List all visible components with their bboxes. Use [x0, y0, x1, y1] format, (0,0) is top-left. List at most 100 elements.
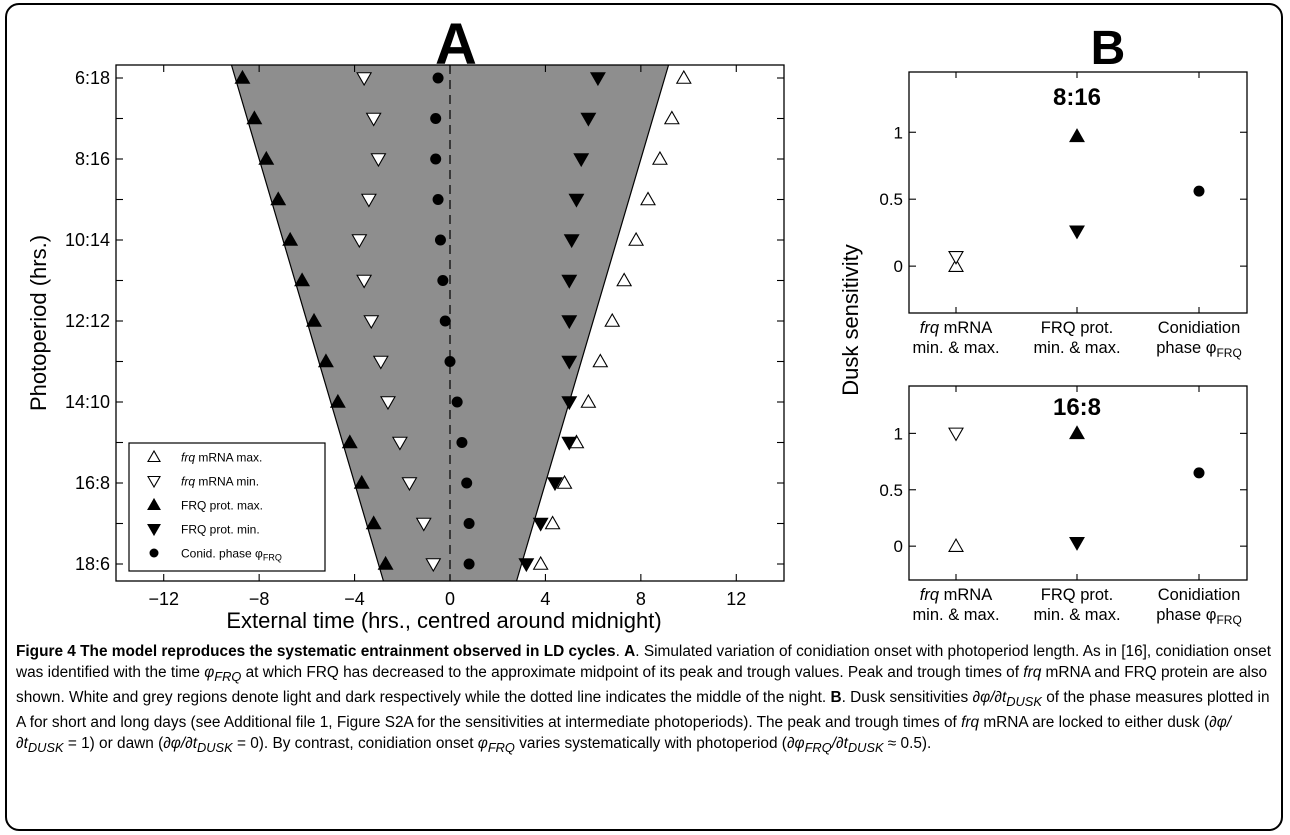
- x-tick-label: −8: [249, 589, 270, 609]
- caption-b-text-5: varies systematically with photoperiod (: [514, 735, 787, 753]
- caption-a-frq: frq: [1023, 664, 1042, 681]
- triangle-down-open-marker: [425, 558, 442, 573]
- caption-a-phi-sub: FRQ: [214, 669, 242, 685]
- legend-triangle-up-filled-marker: [147, 497, 161, 511]
- x-tick-label: 4: [540, 589, 550, 609]
- triangle-down-open-marker: [372, 355, 389, 370]
- panel-b-letter: B: [1091, 22, 1126, 75]
- triangle-up-open-marker: [675, 69, 692, 84]
- triangle-down-filled-marker: [589, 72, 606, 87]
- triangle-down-open-marker: [391, 436, 408, 451]
- caption-b-text-4: = 0). By contrast, conidiation onset: [232, 735, 478, 753]
- caption-b-phi: φ: [477, 735, 488, 753]
- triangle-down-open-marker: [415, 517, 432, 532]
- y-tick-label: 1: [894, 424, 903, 443]
- triangle-down-open-marker: [356, 72, 373, 87]
- figure-4-charts: −12 −8 −4 0 4 8 12 6:18 8:16 10:14 12:12 14:10 16:8 1…: [26, 12, 1248, 633]
- triangle-up-open-marker: [580, 393, 597, 408]
- legend-circle-filled-marker: [149, 548, 159, 558]
- caption-a-text-2: mRNA and FRQ protein are also shown. Whi…: [16, 664, 1268, 707]
- x-category-label-line1: frq mRNA: [920, 586, 992, 604]
- dawn-boundary-line: [515, 64, 670, 582]
- triangle-down-filled-marker: [1069, 225, 1085, 240]
- triangle-up-open-marker: [663, 110, 680, 125]
- triangle-up-filled-marker: [329, 393, 346, 408]
- caption-b-text-0: . Dusk sensitivities: [841, 689, 973, 707]
- caption-b-text-1: of the phase measures plotted in A for s…: [16, 689, 1270, 732]
- triangle-up-open-marker: [556, 474, 573, 489]
- circle-filled-marker: [461, 477, 473, 489]
- legend-box: [128, 442, 326, 572]
- y-tick-label: 10:14: [65, 230, 110, 250]
- x-tick-label: −12: [148, 589, 179, 609]
- x-category-label-line2: min. & max.: [1033, 339, 1120, 357]
- caption-b-frq: frq: [961, 714, 980, 732]
- triangle-down-filled-marker: [561, 315, 578, 330]
- triangle-down-filled-marker: [561, 274, 578, 289]
- triangle-up-filled-marker: [1069, 425, 1085, 440]
- caption-title: The model reproduces the systematic entr…: [80, 643, 616, 660]
- dusk-sensitivity-axis-label: Dusk sensitivity: [838, 244, 863, 396]
- circle-filled-marker: [437, 275, 449, 286]
- legend-label: frq mRNA min.: [181, 475, 259, 489]
- panel-a-letter: A: [435, 12, 477, 77]
- triangle-down-filled-marker: [561, 436, 578, 451]
- triangle-up-open-marker: [628, 231, 645, 246]
- figure-frame: [5, 3, 1283, 831]
- circle-filled-marker: [430, 113, 442, 124]
- triangle-down-filled-marker: [561, 396, 578, 411]
- x-category-label-line2: min. & max.: [912, 606, 999, 624]
- legend-label: FRQ prot. min.: [181, 523, 260, 537]
- x-tick-label: 12: [726, 589, 746, 609]
- panel-b-8-16: 0 0.5 1 frq mRNA min. & max. FRQ prot. min. & …: [838, 22, 1248, 396]
- plot-b-axes-box: [908, 385, 1248, 581]
- y-tick-label: 6:18: [75, 68, 110, 88]
- triangle-up-filled-marker: [353, 474, 370, 489]
- circle-filled-marker: [439, 315, 451, 327]
- x-axis-label: External time (hrs., centred around midn…: [226, 608, 661, 633]
- caption-b-text-6: ≈ 0.5).: [883, 735, 932, 753]
- legend-triangle-down-filled-marker: [147, 523, 161, 537]
- circle-filled-marker: [463, 518, 475, 529]
- triangle-down-filled-marker: [518, 558, 535, 573]
- y-tick-label: 0.5: [879, 481, 903, 500]
- circle-filled-marker: [434, 234, 446, 246]
- y-tick-label: 12:12: [65, 311, 110, 331]
- caption-b-phi-sub: FRQ: [487, 740, 515, 756]
- triangle-up-open-marker: [640, 191, 656, 206]
- triangle-up-filled-marker: [365, 515, 382, 530]
- caption-b-deriv-1-sub: DUSK: [1006, 694, 1042, 710]
- panel-a: −12 −8 −4 0 4 8 12 6:18 8:16 10:14 12:12 14:10 16:8 1…: [26, 12, 785, 633]
- x-category-label-line2: min. & max.: [912, 339, 999, 357]
- legend-label: FRQ prot. max.: [181, 499, 263, 513]
- caption-b-deriv-4: ∂φ: [786, 735, 805, 753]
- x-tick-label: 8: [636, 589, 646, 609]
- caption-figure-label: Figure 4: [16, 643, 76, 660]
- x-category-label-line1: Conidiation: [1158, 319, 1241, 337]
- triangle-down-open-marker: [356, 274, 373, 289]
- circle-filled-marker: [1193, 185, 1205, 197]
- x-category-label-line2: phase φFRQ: [1156, 339, 1242, 360]
- triangle-down-open-marker: [360, 193, 377, 208]
- triangle-up-filled-marker: [306, 312, 322, 327]
- x-category-label-line1: frq mRNA: [920, 319, 992, 337]
- triangle-up-filled-marker: [234, 69, 251, 84]
- circle-filled-marker: [451, 396, 463, 408]
- dusk-boundary-line: [230, 64, 385, 582]
- circle-filled-marker: [432, 194, 444, 205]
- circle-filled-marker: [444, 356, 456, 367]
- caption-b-deriv-4b: /∂t: [831, 735, 848, 753]
- triangle-up-filled-marker: [377, 555, 394, 570]
- triangle-down-filled-marker: [568, 193, 585, 208]
- caption-a-text-0: . Simulated variation of conidiation ons…: [16, 643, 1271, 681]
- triangle-down-open-marker: [351, 234, 368, 249]
- circle-filled-marker: [1193, 467, 1205, 479]
- caption-b-deriv-2: ∂φ /∂t: [16, 714, 1232, 753]
- caption-a-letter: A: [624, 643, 636, 660]
- caption-b-deriv-4b-sub: DUSK: [847, 740, 884, 756]
- y-tick-label: 14:10: [65, 392, 110, 412]
- y-tick-label: 0: [894, 257, 903, 276]
- y-tick-label: 16:8: [75, 473, 110, 493]
- triangle-down-open-marker: [370, 153, 387, 168]
- panel-b-16-8: 0 0.5 1 frq mRNA min. & max. FRQ prot. min. & …: [879, 385, 1248, 627]
